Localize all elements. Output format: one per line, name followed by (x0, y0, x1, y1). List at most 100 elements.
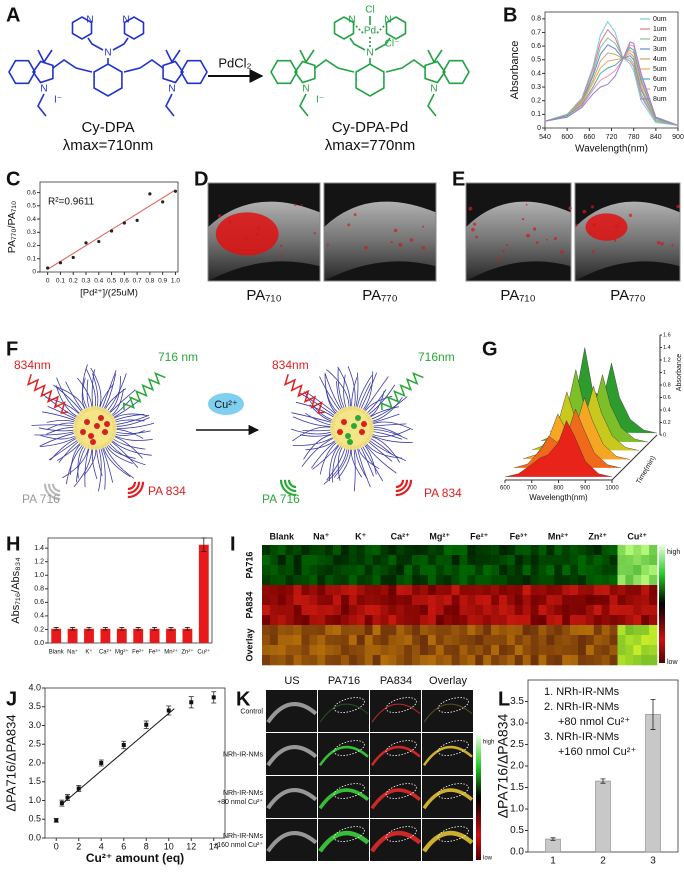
heatmap-pixel (467, 605, 476, 616)
heatmap-pixel (649, 605, 658, 616)
data-point (122, 221, 126, 225)
heatmap-pixel (609, 635, 618, 646)
us-frame (574, 182, 681, 282)
row-header: Overlay (244, 628, 254, 661)
heatmap-pixel (325, 635, 334, 646)
heatmap-pixel (467, 635, 476, 646)
legend-label: 0um (653, 16, 667, 23)
bond (171, 49, 181, 63)
heatmap-pixel (538, 555, 547, 566)
heatmap-pixel (514, 585, 523, 596)
heatmap-pixel (380, 645, 389, 656)
indole-ring (294, 60, 316, 84)
heatmap-pixel (396, 585, 405, 596)
heatmap-pixel (285, 625, 294, 636)
heatmap-pixel (356, 655, 365, 666)
heatmap-pixel (412, 635, 421, 646)
heatmap-pixel (269, 605, 279, 616)
x-tick-label: 900 (580, 486, 591, 492)
heatmap-pixel (562, 625, 571, 636)
heatmap-pixel (491, 615, 500, 626)
heatmap-pixel (412, 625, 421, 636)
y-tick-label: 0 (537, 125, 541, 132)
heatmap-pixel (649, 545, 658, 556)
tissue-arc (266, 831, 318, 853)
indole-ring (162, 60, 184, 84)
heatmap-pixel (262, 595, 271, 606)
bar (645, 714, 661, 853)
heatmap-pixel (285, 605, 294, 616)
bond (427, 93, 437, 117)
spectrum (504, 420, 613, 478)
heatmap-pixel (506, 565, 516, 576)
bar (51, 628, 62, 643)
heatmap-pixel (388, 645, 397, 656)
heatmap-pixel (404, 625, 413, 636)
y-tick-label: 1.4 (663, 345, 671, 351)
column-header: Cu²⁺ (627, 531, 647, 541)
heatmap-pixel (301, 595, 310, 606)
heatmap-pixel (601, 605, 610, 616)
heatmap-pixel (578, 635, 587, 646)
heatmap-pixel (514, 635, 523, 646)
pa-speckle (617, 222, 621, 225)
heatmap-pixel (364, 565, 373, 576)
heatmap-pixel (593, 545, 602, 556)
tissue-arc (423, 703, 473, 723)
legend-text: +160 nmol Cu²⁺ (558, 746, 636, 758)
heatmap-pixel (301, 585, 310, 596)
pa-speckle (468, 206, 473, 211)
y-tick-label: 0.0 (510, 847, 524, 858)
data-point (173, 189, 178, 193)
polymer-chain (111, 435, 143, 459)
pa-speckle (364, 245, 368, 250)
heatmap-pixel (601, 615, 610, 626)
heatmap-pixel (609, 555, 618, 566)
heatmap-pixel (633, 595, 642, 606)
heatmap-pixel (372, 645, 381, 656)
heatmap-pixel (554, 575, 563, 586)
tissue-arc (370, 830, 422, 853)
heatmap-pixel (309, 615, 318, 626)
heatmap-pixel (506, 575, 516, 586)
heatmap-pixel (372, 575, 381, 586)
polymer-chain (112, 430, 151, 434)
heatmap-pixel (530, 555, 539, 566)
heatmap-pixel (451, 645, 460, 656)
spectrum-line (544, 46, 679, 126)
heatmap-pixel (372, 555, 381, 566)
us-image (422, 776, 473, 818)
heatmap-pixel (356, 585, 365, 596)
polymer-chain (102, 373, 116, 412)
heatmap-pixel (530, 635, 539, 646)
heatmap-pixel (372, 615, 381, 626)
heatmap-pixel (483, 595, 492, 606)
heatmap-pixel (475, 555, 484, 566)
heatmap-pixel (641, 655, 650, 666)
error-bar (201, 537, 207, 552)
heatmap-pixel (443, 615, 452, 626)
y-tick-label: 0.1 (27, 255, 36, 262)
heatmap-pixel (404, 655, 413, 666)
colorbar-label: high (483, 740, 494, 746)
heatmap-pixel (388, 625, 397, 636)
heatmap-pixel (309, 575, 318, 586)
heatmap-pixel (570, 585, 579, 596)
pa-speckle (560, 250, 564, 254)
heatmap-pixel (356, 545, 365, 556)
legend-text: 3. NRh-IR-NMs (544, 731, 620, 743)
row-header: +80 nmol Cu²⁺ (217, 798, 263, 806)
signal-label: PA 834 (424, 486, 462, 500)
tissue-arc (266, 788, 318, 810)
legend-label: 2um (653, 36, 667, 43)
heatmap-pixel (317, 555, 326, 566)
heatmap-pixel (617, 615, 626, 626)
heatmap-pixel (585, 635, 595, 646)
y-tick-label: 0.5 (27, 203, 36, 210)
us-tissue (466, 201, 571, 281)
heatmap-pixel (269, 565, 279, 576)
heatmap-pixel (269, 585, 279, 596)
column-header: Mn²⁺ (548, 531, 569, 541)
heatmap-pixel (348, 605, 358, 616)
heatmap-pixel (325, 565, 334, 576)
